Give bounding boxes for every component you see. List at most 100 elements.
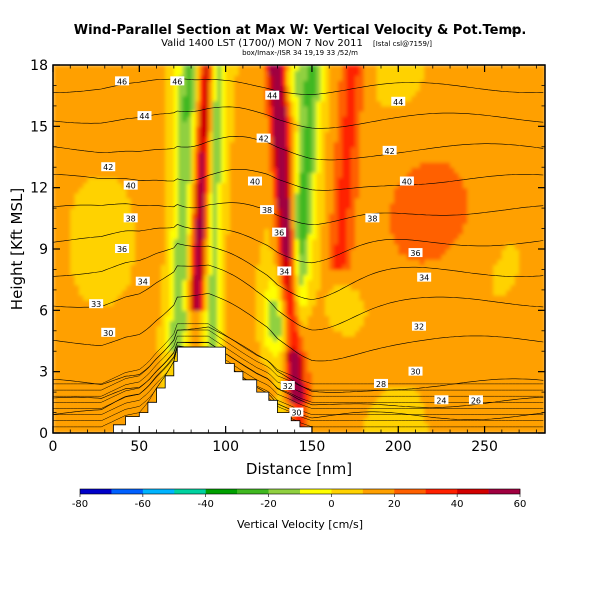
- x-tick-label: 0: [49, 439, 58, 455]
- terrain: [53, 346, 545, 433]
- colorbar-frame: [79, 488, 521, 495]
- y-tick-label: 15: [30, 119, 48, 135]
- isentrope-label: 46: [172, 77, 182, 86]
- isentrope-label: 40: [402, 178, 412, 187]
- isentrope-label-bg: [468, 395, 483, 405]
- isentrope-label-bg: [170, 76, 185, 86]
- colorbar: -80 -60 -40 -20 0 20 40 60: [72, 488, 527, 510]
- isentrope-label: 38: [126, 214, 136, 223]
- x-axis-label: Distance [nm]: [246, 460, 352, 478]
- isentrope-label: 34: [138, 278, 148, 287]
- isentrope-label-bg: [260, 205, 275, 215]
- isentrope-label-bg: [123, 213, 138, 223]
- isentrope-label-bg: [123, 180, 138, 190]
- isentrope-label-bg: [280, 380, 295, 390]
- y-tick-label: 6: [39, 303, 48, 319]
- isentrope-label-bg: [89, 299, 104, 309]
- isentrope-label-bg: [408, 366, 423, 376]
- colorbar-tick-label: 0: [328, 499, 334, 510]
- colorbar-tick-label: 20: [388, 499, 401, 510]
- isentrope-label: 36: [274, 229, 284, 238]
- isentrope-label-bg: [289, 407, 304, 417]
- isentrope-label-bg: [115, 244, 130, 253]
- colorbar-segment: [142, 489, 175, 494]
- isentrope-label: 34: [419, 274, 429, 283]
- x-tick-label: 50: [130, 439, 148, 455]
- x-tick-label: 250: [471, 439, 498, 455]
- y-axis: 0 36 9 12 15 18: [30, 58, 545, 442]
- isentrope-label-bg: [115, 76, 130, 86]
- y-tick-label: 12: [30, 181, 48, 197]
- isentrope-label-bg: [247, 176, 262, 186]
- isentrope-label-bg: [374, 378, 388, 388]
- colorbar-segment: [237, 489, 269, 494]
- colorbar-tick-label: -20: [260, 499, 276, 510]
- velocity-field: [53, 65, 545, 433]
- colorbar-segment: [300, 489, 332, 494]
- isentrope-label: 42: [385, 147, 395, 156]
- isentrope-label-bg: [272, 227, 287, 237]
- isentrope-label: 40: [126, 182, 136, 191]
- isentrope-label: 38: [262, 206, 272, 215]
- colorbar-tick-label: 60: [514, 499, 527, 510]
- isentrope-label-bg: [434, 395, 449, 405]
- isentrope-label-bg: [411, 321, 426, 331]
- chart-subtitle-tag: [Istal csl@7159/]: [373, 40, 432, 48]
- isentrope-label: 33: [91, 300, 101, 309]
- isentrope-label: 24: [436, 396, 446, 405]
- x-tick-label: 200: [385, 439, 412, 455]
- isentrope-label: 36: [117, 245, 127, 254]
- x-axis: 0 50 100 150 200 250: [49, 65, 537, 455]
- isentrope-label: 32: [414, 323, 424, 332]
- isentrope-labels: 24 26 28 30 32 34 36 38 40 42 44 46 44 42 40 38 36 34 33 30…: [89, 76, 483, 418]
- isentrope-label-bg: [101, 327, 116, 337]
- isentrope-label-bg: [101, 162, 116, 172]
- isentrope-label: 44: [267, 92, 277, 101]
- colorbar-segment: [80, 489, 112, 494]
- y-tick-label: 0: [39, 426, 48, 442]
- isentrope-label: 32: [283, 382, 293, 391]
- colorbar-segment: [394, 489, 427, 494]
- isentrope-label: 30: [103, 329, 113, 338]
- colorbar-segment: [331, 489, 364, 494]
- isentrope-label: 44: [139, 112, 149, 121]
- isentrope-label: 30: [291, 409, 301, 418]
- isentrope-label-bg: [265, 90, 280, 100]
- chart-title-mark: (C): [511, 27, 522, 35]
- isentrope-label: 44: [393, 98, 403, 107]
- isentrope-label: 34: [279, 267, 289, 276]
- colorbar-segment: [488, 489, 521, 494]
- isentrope-label: 46: [117, 77, 127, 86]
- isentrope-label: 26: [471, 396, 481, 405]
- isentrope-label: 28: [376, 380, 386, 389]
- isentrope-lines: [53, 77, 544, 428]
- isentrope-label-bg: [135, 276, 150, 286]
- colorbar-tick-label: -40: [198, 499, 214, 510]
- chart-info-line: box/Imax-/ISR 34 19,19 33 /52/m: [242, 49, 358, 57]
- colorbar-segment: [457, 489, 489, 494]
- isentrope-label: 40: [250, 178, 260, 187]
- isentrope-label: 38: [367, 214, 377, 223]
- x-tick-label: 100: [212, 439, 239, 455]
- colorbar-segment: [174, 489, 207, 494]
- isentrope-label: 36: [410, 249, 420, 258]
- isentrope-label-bg: [391, 96, 406, 106]
- colorbar-tick-label: -80: [72, 499, 88, 510]
- colorbar-segment: [362, 489, 395, 494]
- chart-title: Wind-Parallel Section at Max W: Vertical…: [74, 23, 527, 38]
- colorbar-segment: [111, 489, 144, 494]
- isentrope-label-bg: [277, 266, 292, 276]
- x-tick-label: 150: [299, 439, 326, 455]
- y-tick-label: 18: [30, 58, 48, 74]
- y-axis-label: Height [Kft MSL]: [8, 188, 26, 310]
- isentrope-label-bg: [137, 111, 152, 121]
- y-tick-label: 9: [39, 242, 48, 258]
- isentrope-label-bg: [417, 272, 432, 282]
- isentrope-label-bg: [365, 213, 380, 223]
- colorbar-label: Vertical Velocity [cm/s]: [237, 518, 363, 531]
- chart-subtitle: Valid 1400 LST (1700/) MON 7 Nov 2011: [161, 38, 363, 49]
- isentrope-label-bg: [382, 145, 397, 155]
- isentrope-label-bg: [256, 133, 271, 143]
- isentrope-label: 42: [259, 135, 269, 144]
